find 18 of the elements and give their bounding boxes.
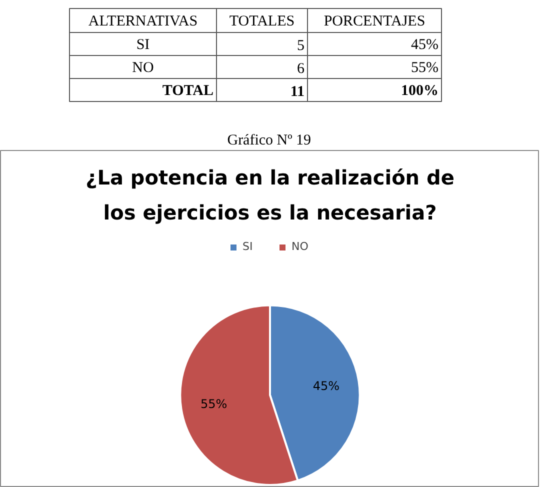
chart-title: ¿La potencia en la realización de los ejercicios es la necesaria? (86, 166, 454, 224)
legend-label: NO (292, 240, 310, 253)
text: 5 (297, 38, 304, 54)
text: 100% (401, 83, 438, 99)
data-label: 55% (200, 396, 228, 411)
legend-label: SI (242, 240, 254, 253)
text: TOTAL (162, 83, 214, 99)
text: 45% (411, 37, 439, 53)
text: PORCENTAJES (324, 14, 426, 30)
text: ALTERNATIVAS (88, 14, 198, 30)
text: 11 (290, 84, 305, 100)
text: Gráfico Nº 19 (227, 132, 312, 148)
text: TOTALES (229, 14, 295, 30)
text: NO (132, 60, 154, 76)
data-label: 45% (312, 379, 340, 394)
text: 6 (297, 61, 305, 77)
text: SI (136, 37, 150, 53)
text: 55% (411, 60, 439, 76)
